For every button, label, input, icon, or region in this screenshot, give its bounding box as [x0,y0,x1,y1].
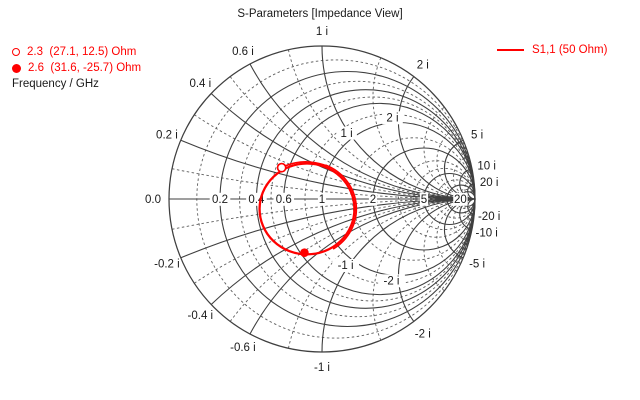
open-circle-marker-icon [12,48,20,56]
axis-label-5: 5 [421,194,427,206]
rim-label-5i: 5 i [471,129,483,141]
inner-label-1i-bg [336,126,357,140]
trace-marker-open-2.3ghz[interactable] [276,162,287,173]
filled-circle-marker-icon [12,63,21,73]
rim-label-2i: 2 i [417,60,429,72]
rim-label-1i: 1 i [316,26,328,38]
rim-label--5i: -5 i [469,259,485,271]
marker-readout-2.6ghz: 2.6 (31.6, -25.7) Ohm [28,62,142,74]
marker-readout-2.3ghz: 2.3 (27.1, 12.5) Ohm [27,46,137,58]
reactance-arc-1.5 [372,57,476,200]
axis-label-0.6: 0.6 [276,194,292,206]
trace-loop[interactable] [258,162,356,256]
reactance-arc--1 [321,198,476,353]
rim-label-10i: 10 i [477,161,496,173]
series-legend[interactable]: S1,1 (50 Ohm) [497,44,607,56]
inner-label--1i-bg [332,259,359,272]
reactance-arc--1.5 [372,198,476,341]
rim-label--0.6i: -0.6 i [230,342,256,354]
reactance-arc-1 [321,45,476,200]
rim-label--0.2i: -0.2 i [154,259,180,271]
rim-label--10i: -10 i [475,227,497,239]
reactance-arc-0.2 [180,139,476,200]
series-line-icon [497,49,524,51]
axis-label-20-bg [453,192,468,206]
marker-readout-row: 2.3 (27.1, 12.5) Ohm [12,44,141,60]
reactance-arc-7 [453,155,476,200]
marker-readout-row: 2.6 (31.6, -25.7) Ohm [12,60,141,76]
reactance-arc--7 [453,198,476,243]
inner-label-1i: 1 i [341,128,353,140]
trace-second-pass[interactable] [325,164,358,250]
rim-label--0.4i: -0.4 i [188,310,214,322]
axis-label-0.2-bg [209,192,231,206]
inner-label--1i: -1 i [338,260,354,272]
axis-label-1-bg [317,192,327,206]
axis-label-1: 1 [319,194,325,206]
trace-markers[interactable] [276,162,309,258]
frequency-unit-label: Frequency / GHz [12,78,99,90]
rim-label--20i: -20 i [478,211,500,223]
axis-label-0.2: 0.2 [212,194,228,206]
reactance-arc--0.4 [210,198,476,305]
inner-label--2i-bg [378,274,405,288]
reactance-arc-0.6 [249,63,476,200]
reactance-arc--0.6 [249,198,476,335]
rim-label--1i: -1 i [314,362,330,374]
axis-label-0.6-bg [273,192,295,206]
reactance-arc--0.2 [180,198,476,259]
page-title: S-Parameters [Impedance View] [237,8,403,20]
reactance-arc--2 [397,198,476,322]
axis-label-20: 20 [454,194,467,206]
rim-label-20i: 20 i [480,177,499,189]
trace-marker-filled-2.6ghz[interactable] [300,248,309,258]
inner-label--2i: -2 i [384,276,400,288]
rim-label--2i: -2 i [415,328,431,340]
reactance-arc-2 [397,76,476,200]
reactance-arc-0.8 [287,49,476,200]
reactance-arc-10 [459,168,476,200]
inner-label-2i: 2 i [386,113,398,125]
axis-label-0.0: 0.0 [145,194,161,206]
series-legend-label[interactable]: S1,1 (50 Ohm) [532,44,608,56]
marker-readout-panel: 2.3 (27.1, 12.5) Ohm 2.6 (31.6, -25.7) O… [12,44,141,92]
trace-tail[interactable] [281,161,327,169]
axis-label-5-bg [419,192,429,206]
axis-label-2-bg [368,192,378,206]
reactance-arc--10 [459,198,476,230]
axis-label-2: 2 [370,194,376,206]
grid-labels: 0.0 0.2 0.4 0.6 1 2 5 200.2 i0.4 i0.6 i1 i2 i5 … [145,26,500,374]
rim-label-0.6i: 0.6 i [232,46,254,58]
rim-label-0.2i: 0.2 i [156,129,178,141]
rim-label-0.4i: 0.4 i [189,78,211,90]
inner-label-2i-bg [382,111,403,125]
reactance-arc--0.8 [287,198,476,349]
